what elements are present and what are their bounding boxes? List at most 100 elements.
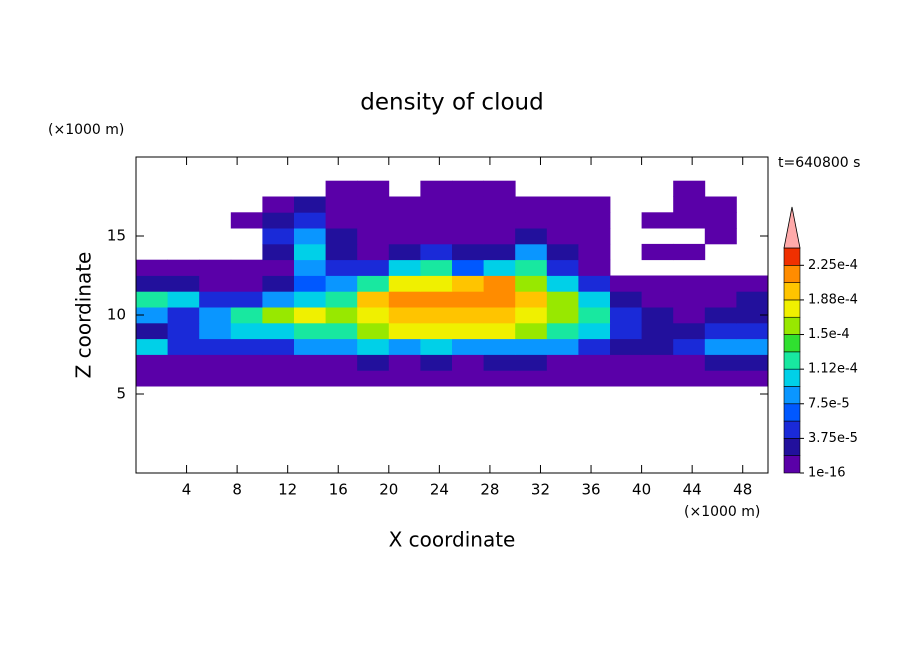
colorbar-band [783, 368, 801, 387]
field-cell [515, 322, 548, 340]
field-cell [483, 275, 516, 292]
x-tick-label: 28 [480, 481, 499, 499]
field-cell [452, 259, 484, 276]
field-cell [262, 275, 295, 292]
field-cell [420, 259, 453, 276]
colorbar-band [783, 351, 801, 370]
field-cell [483, 180, 516, 197]
field-cell [325, 275, 358, 292]
field-cell [736, 275, 769, 292]
field-cell [578, 307, 611, 324]
colorbar-band [783, 247, 801, 266]
field-cell [610, 370, 642, 387]
time-annotation: t=640800 s [778, 155, 860, 171]
x-tick-label: 36 [581, 481, 600, 499]
field-cell [610, 354, 642, 371]
field-cell [420, 212, 453, 229]
field-cell [483, 243, 516, 261]
field-cell [704, 338, 737, 355]
field-cell [483, 322, 516, 340]
y-tick-label: 15 [107, 227, 126, 245]
field-cell [136, 338, 168, 355]
field-cell [199, 322, 232, 340]
field-cell [736, 322, 769, 340]
field-cell [515, 243, 548, 261]
field-cell [673, 243, 706, 261]
colorbar-tick-label: 1.12e-4 [808, 362, 858, 377]
field-cell [483, 354, 516, 371]
field-cell [673, 338, 706, 355]
field-cell [230, 291, 263, 308]
x-tick-label: 12 [278, 481, 297, 499]
field-cell [452, 322, 484, 340]
field-cell [325, 354, 358, 371]
field-cell [452, 307, 484, 324]
field-cell [515, 228, 548, 245]
field-cell [704, 354, 737, 371]
field-cell [578, 370, 611, 387]
field-cell [167, 275, 200, 292]
field-cell [136, 275, 168, 292]
field-cell [262, 243, 295, 261]
field-cell [262, 307, 295, 324]
field-cell [736, 338, 769, 355]
colorbar-band [783, 386, 801, 405]
field-cell [294, 370, 326, 387]
field-cell [736, 354, 769, 371]
field-cell [578, 275, 611, 292]
field-cell [325, 196, 358, 213]
field-cell [704, 307, 737, 324]
field-cell [230, 338, 263, 355]
colorbar-band [783, 316, 801, 335]
field-cell [546, 259, 579, 276]
field-cell [199, 275, 232, 292]
x-tick-label: 44 [683, 481, 702, 499]
field-cell [452, 196, 484, 213]
field-cell [641, 275, 674, 292]
field-cell [325, 307, 358, 324]
field-cell [704, 275, 737, 292]
field-cell [420, 370, 453, 387]
field-cell [357, 212, 390, 229]
field-cell [388, 259, 421, 276]
colorbar-tick-label: 7.5e-5 [808, 396, 850, 411]
field-cell [294, 275, 326, 292]
field-cell [515, 275, 548, 292]
field-cell [704, 322, 737, 340]
field-cell [230, 259, 263, 276]
field-cell [136, 291, 168, 308]
field-cell [736, 291, 769, 308]
field-cell [452, 228, 484, 245]
field-cell [357, 275, 390, 292]
field-cell [546, 354, 579, 371]
x-tick-label: 24 [430, 481, 449, 499]
field-cell [673, 370, 706, 387]
field-cell [452, 370, 484, 387]
field-cell [388, 354, 421, 371]
field-cell [357, 196, 390, 213]
field-cell [167, 322, 200, 340]
field-cell [546, 275, 579, 292]
field-cell [515, 291, 548, 308]
field-cell [641, 338, 674, 355]
field-cell [294, 307, 326, 324]
field-cell [325, 259, 358, 276]
field-cell [420, 354, 453, 371]
field-cell [641, 322, 674, 340]
x-tick-label: 16 [329, 481, 348, 499]
field-cell [483, 338, 516, 355]
field-cell [483, 259, 516, 276]
field-cell [546, 370, 579, 387]
field-cell [388, 196, 421, 213]
field-cell [230, 354, 263, 371]
field-cell [452, 275, 484, 292]
field-cell [483, 196, 516, 213]
field-cell [199, 259, 232, 276]
field-cell [546, 228, 579, 245]
x-tick-label: 40 [632, 481, 651, 499]
colorbar-band [783, 403, 801, 422]
field-cell [578, 243, 611, 261]
colorbar-extend [783, 206, 801, 249]
x-tick-label: 8 [232, 481, 242, 499]
